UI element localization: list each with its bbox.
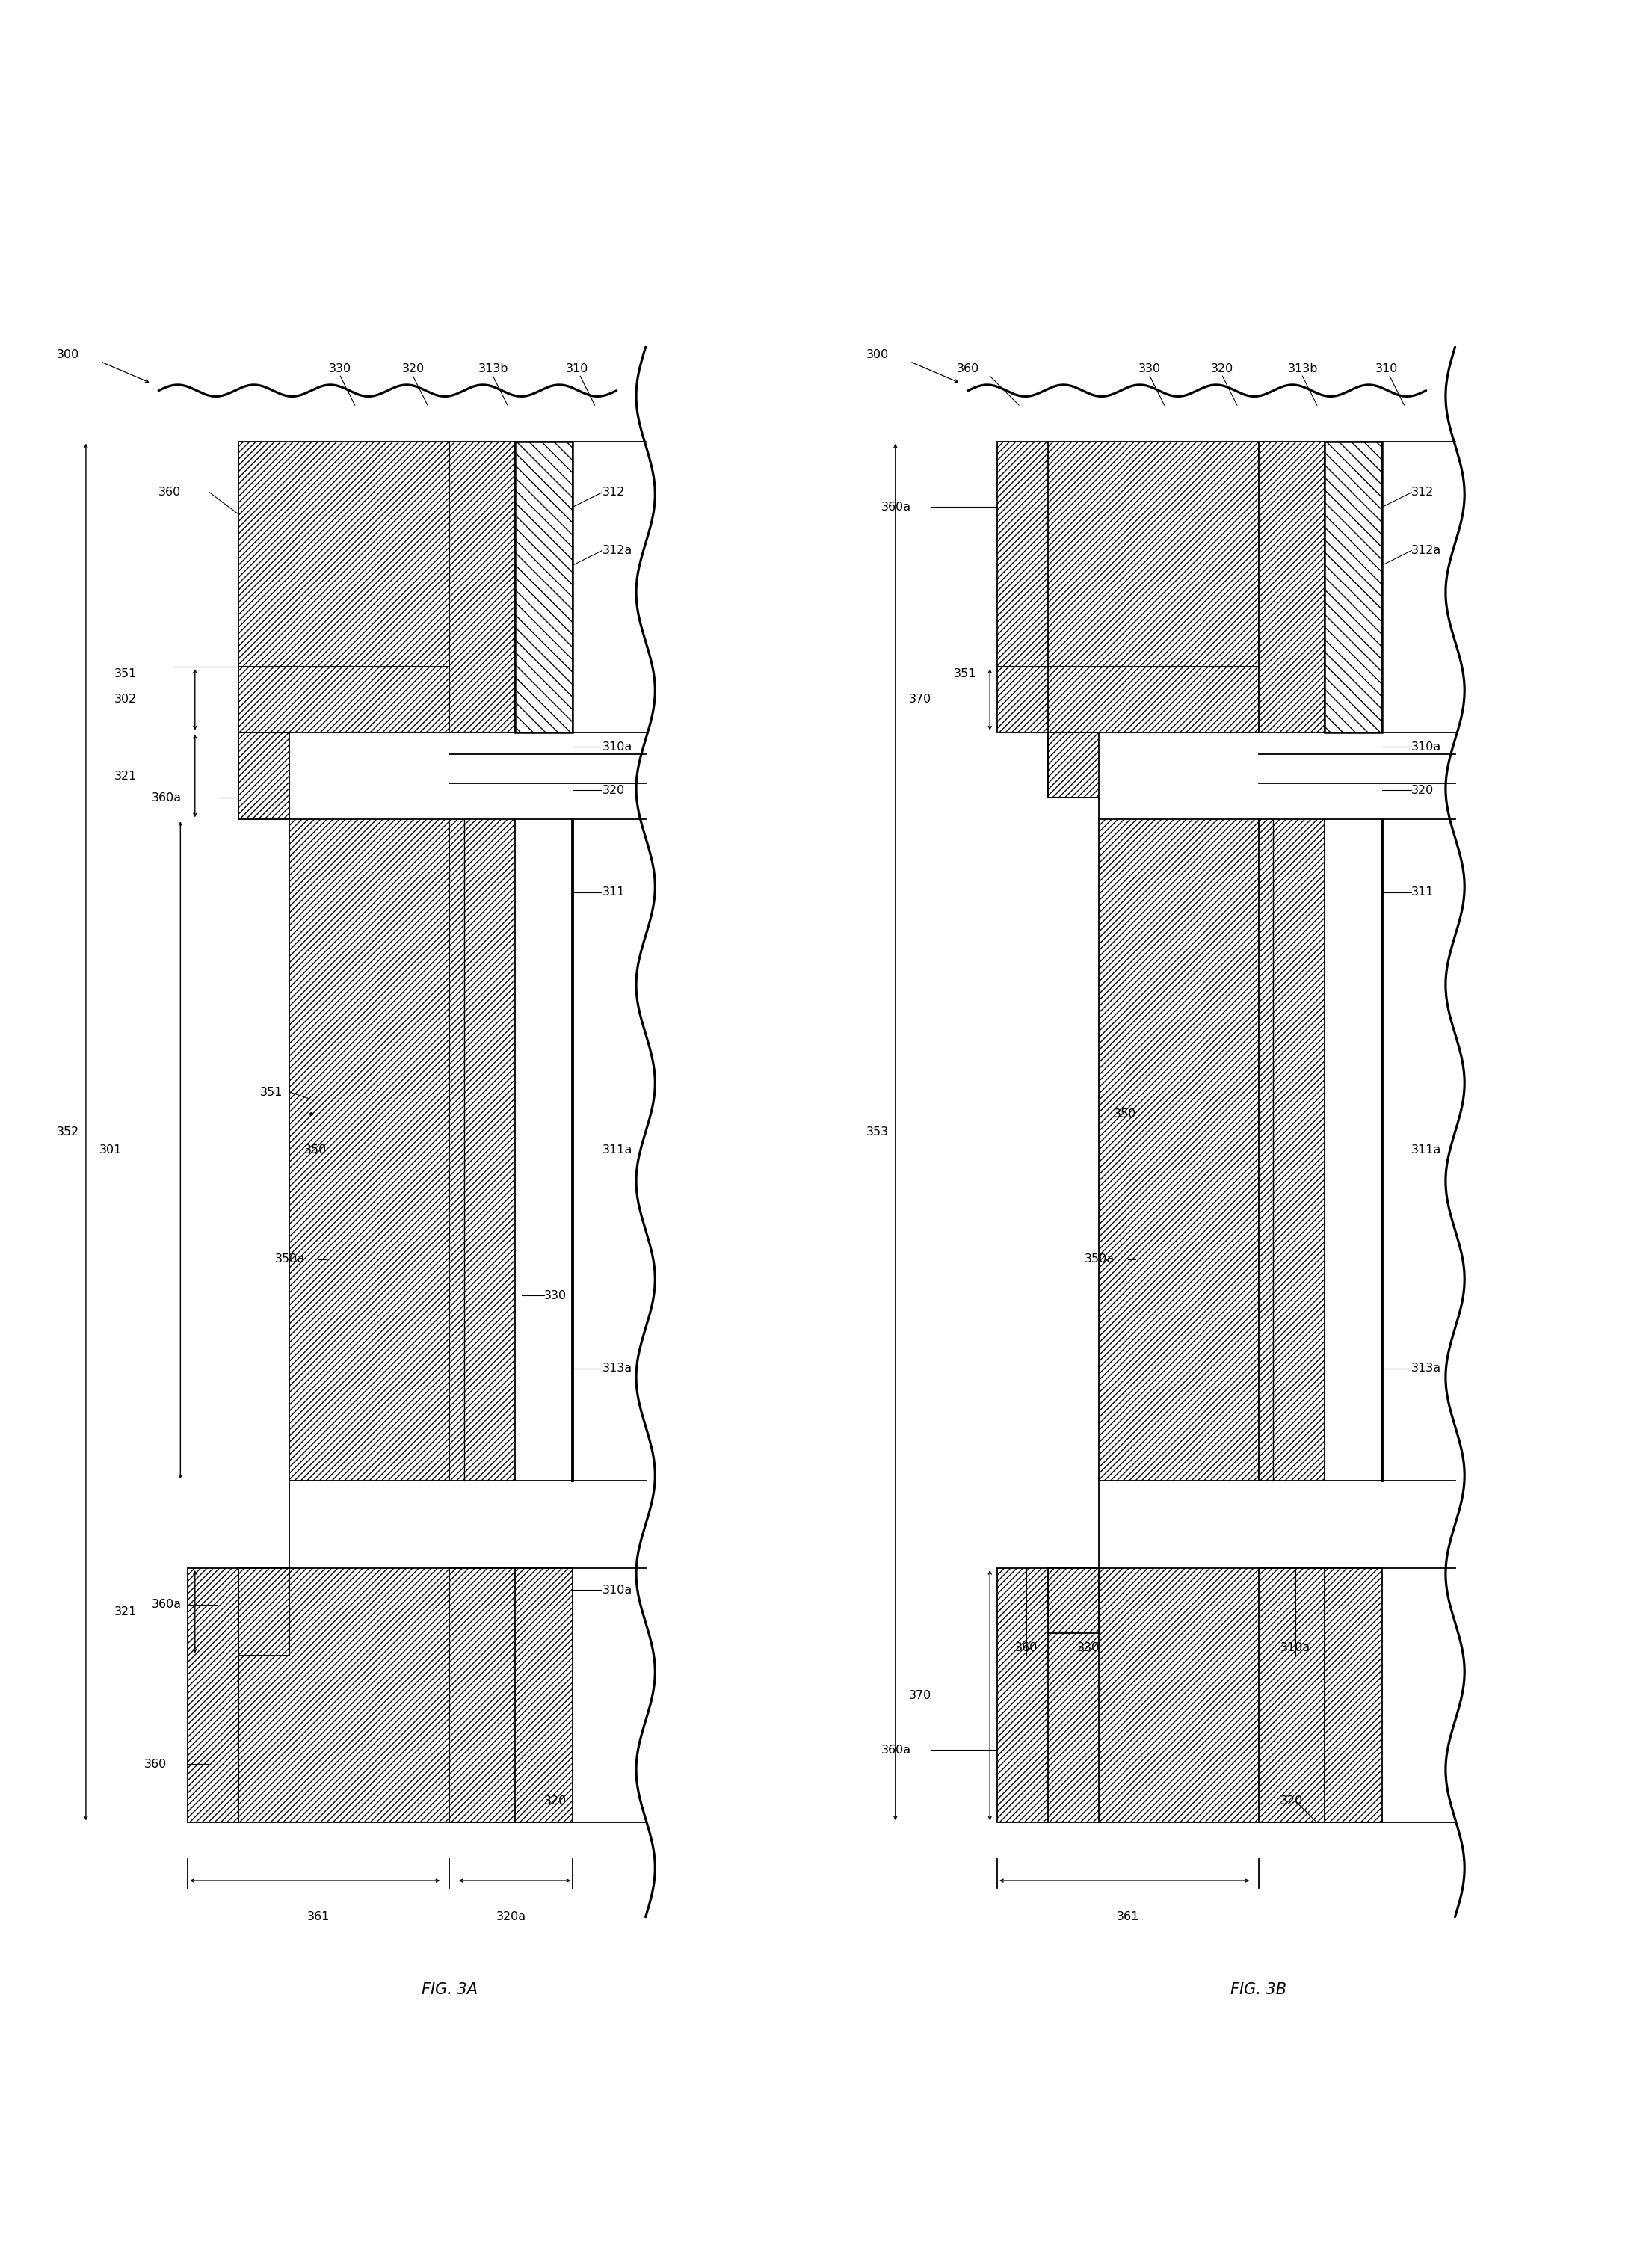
Text: 330: 330 bbox=[1138, 362, 1161, 374]
Bar bbox=[1325, 441, 1383, 731]
Text: 312: 312 bbox=[601, 487, 624, 498]
Text: 360a: 360a bbox=[152, 792, 182, 804]
Text: 360: 360 bbox=[1014, 1641, 1037, 1653]
Text: 370: 370 bbox=[909, 1689, 932, 1700]
Bar bbox=[1259, 820, 1325, 1481]
Text: 351: 351 bbox=[261, 1087, 282, 1098]
Bar bbox=[238, 441, 449, 731]
Text: 351: 351 bbox=[953, 668, 976, 679]
Text: 312a: 312a bbox=[601, 546, 633, 557]
Text: 311: 311 bbox=[1411, 887, 1434, 899]
Bar bbox=[1325, 441, 1383, 731]
Text: 350: 350 bbox=[1113, 1107, 1137, 1118]
Text: 310a: 310a bbox=[601, 740, 633, 752]
Bar bbox=[998, 441, 1259, 731]
Bar bbox=[1099, 820, 1259, 1481]
Text: 360: 360 bbox=[144, 1759, 167, 1770]
Text: 361: 361 bbox=[307, 1911, 330, 1922]
Bar bbox=[289, 820, 449, 1481]
Text: 300: 300 bbox=[56, 349, 79, 360]
Text: 312a: 312a bbox=[1411, 546, 1442, 557]
Bar bbox=[449, 441, 515, 731]
Text: 360: 360 bbox=[159, 487, 182, 498]
Text: 352: 352 bbox=[56, 1127, 79, 1137]
Text: 313a: 313a bbox=[1411, 1363, 1442, 1374]
Text: 320: 320 bbox=[401, 362, 425, 374]
Text: 320: 320 bbox=[1280, 1795, 1303, 1807]
Text: 320: 320 bbox=[1211, 362, 1234, 374]
Text: 310: 310 bbox=[565, 362, 588, 374]
Text: 313a: 313a bbox=[601, 1363, 633, 1374]
Text: 350a: 350a bbox=[1084, 1254, 1115, 1266]
Bar bbox=[515, 441, 573, 731]
Text: 370: 370 bbox=[909, 695, 932, 704]
Text: 310a: 310a bbox=[1411, 740, 1442, 752]
Text: 330: 330 bbox=[329, 362, 352, 374]
Text: 330: 330 bbox=[544, 1290, 567, 1302]
Text: 320a: 320a bbox=[496, 1911, 525, 1922]
Bar bbox=[515, 441, 573, 731]
Text: 311a: 311a bbox=[601, 1146, 633, 1157]
Bar bbox=[1259, 441, 1325, 731]
Bar bbox=[1259, 1569, 1383, 1823]
Text: 320: 320 bbox=[1411, 786, 1434, 797]
Text: 310a: 310a bbox=[601, 1585, 633, 1596]
Bar bbox=[238, 731, 289, 820]
Text: 360a: 360a bbox=[881, 1743, 910, 1755]
Bar bbox=[998, 1569, 1259, 1823]
Text: 310a: 310a bbox=[1280, 1641, 1310, 1653]
Bar bbox=[188, 1569, 238, 1823]
Text: FIG. 3B: FIG. 3B bbox=[1231, 1983, 1287, 1997]
Text: 353: 353 bbox=[866, 1127, 889, 1137]
Text: 321: 321 bbox=[114, 1605, 137, 1616]
Text: 361: 361 bbox=[1117, 1911, 1140, 1922]
Bar bbox=[238, 1569, 449, 1823]
Text: 360a: 360a bbox=[152, 1598, 182, 1610]
Text: 311: 311 bbox=[601, 887, 624, 899]
Text: 330: 330 bbox=[1077, 1641, 1100, 1653]
Bar bbox=[1047, 731, 1099, 797]
Bar bbox=[1047, 1569, 1099, 1635]
Text: 301: 301 bbox=[99, 1146, 122, 1157]
Text: 312: 312 bbox=[1411, 487, 1434, 498]
Text: 320: 320 bbox=[601, 786, 624, 797]
Text: 311a: 311a bbox=[1411, 1146, 1442, 1157]
Text: 313b: 313b bbox=[479, 362, 509, 374]
Bar bbox=[238, 1569, 289, 1655]
Bar bbox=[449, 820, 515, 1481]
Text: 302: 302 bbox=[114, 695, 137, 704]
Text: 360: 360 bbox=[957, 362, 980, 374]
Bar bbox=[449, 1569, 573, 1823]
Text: 320: 320 bbox=[544, 1795, 567, 1807]
Text: 310: 310 bbox=[1374, 362, 1398, 374]
Text: FIG. 3A: FIG. 3A bbox=[421, 1983, 477, 1997]
Text: 321: 321 bbox=[114, 770, 137, 781]
Text: 300: 300 bbox=[866, 349, 889, 360]
Text: 350: 350 bbox=[304, 1146, 327, 1157]
Text: 350a: 350a bbox=[274, 1254, 306, 1266]
Text: 360a: 360a bbox=[881, 500, 910, 512]
Text: 351: 351 bbox=[114, 668, 137, 679]
Text: 313b: 313b bbox=[1289, 362, 1318, 374]
